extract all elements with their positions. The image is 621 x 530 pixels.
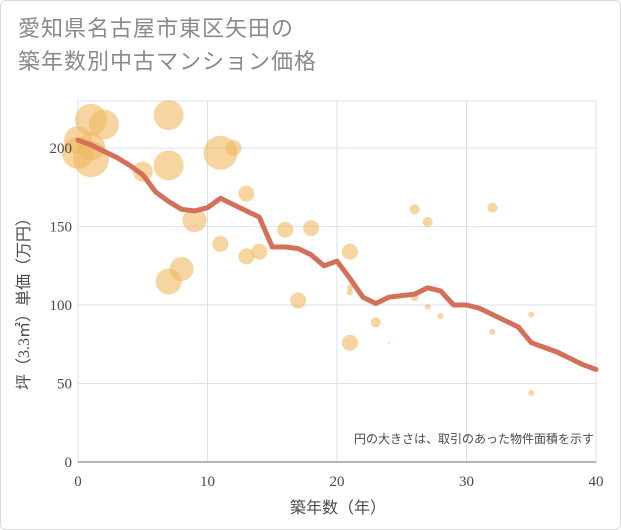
bubble-point [169,256,194,281]
axis-ticks: 0 10 20 30 40 0 50 100 150 200 [50,141,604,490]
bubble-point [487,202,498,213]
bubble-point [370,317,381,328]
y-axis-label: 坪（3.3㎡）単価（万円） [15,210,33,390]
bubble-point [153,100,184,131]
bubble-point [251,243,268,260]
bubble-point [528,389,535,396]
bubble-point [387,341,390,344]
trend-line [75,137,599,372]
size-note: 円の大きさは、取引のあった物件面積を示す [354,431,594,446]
y-tick-label: 0 [65,455,73,471]
bubble-point [182,208,207,233]
y-tick-label: 150 [50,220,73,236]
y-tick-label: 100 [50,298,73,314]
bubble-point [132,161,153,182]
bubble-point [238,185,255,202]
bubble-point [437,313,444,320]
bubble-point [424,303,431,310]
x-tick-label: 40 [589,474,604,490]
bubble-point [303,220,320,237]
y-tick-label: 200 [50,141,73,157]
x-tick-label: 20 [330,474,345,490]
bubble-point [238,248,255,265]
chart-title: 愛知県名古屋市東区矢田の 築年数別中古マンション価格 [18,13,317,79]
bubble-point [341,334,358,351]
grid-lines [77,100,597,463]
x-axis-label: 築年数（年） [290,499,386,517]
chart-title-line-2: 築年数別中古マンション価格 [18,50,318,75]
bubble-point [346,289,353,296]
bubble-point [409,204,420,215]
bubble-point [290,292,307,309]
x-tick-label: 0 [74,474,82,490]
x-tick-label: 10 [200,474,215,490]
bubble-point [341,243,358,260]
bubble-point [225,140,242,157]
bubble-series [62,100,535,396]
x-tick-label: 30 [459,474,474,490]
bubble-point [88,109,119,140]
bubble-point [346,284,353,291]
bubble-point [422,216,433,227]
bubble-point [528,311,535,318]
bubble-point [277,221,294,238]
chart-title-line-1: 愛知県名古屋市東区矢田の [18,17,295,42]
y-tick-label: 50 [57,377,72,393]
bubble-point [153,150,184,181]
bubble-point [489,328,496,335]
bubble-point [212,235,229,252]
